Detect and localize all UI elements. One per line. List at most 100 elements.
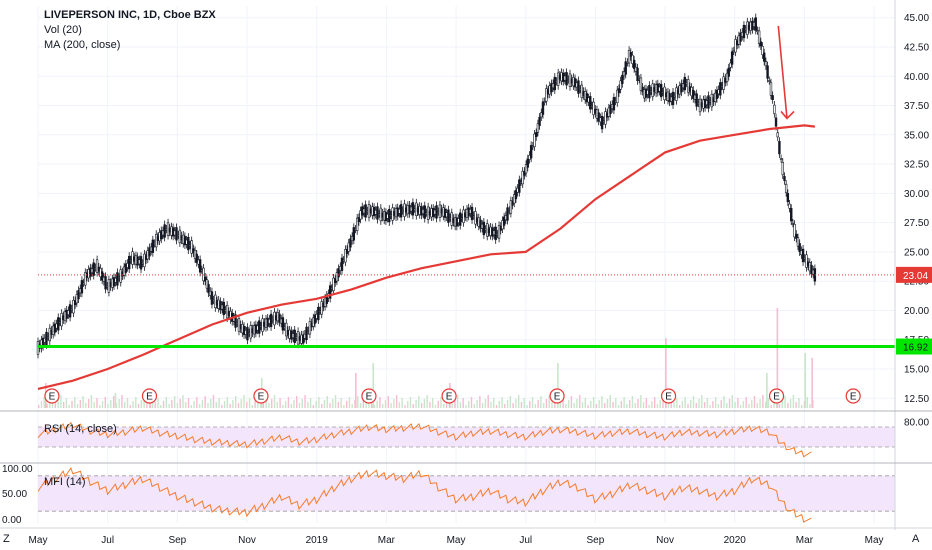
volume-bar bbox=[484, 399, 487, 408]
volume-bar bbox=[71, 401, 73, 408]
zoom-reset-button[interactable]: Z bbox=[3, 533, 10, 545]
time-tick-label: May bbox=[447, 535, 466, 546]
earnings-circle bbox=[253, 388, 269, 404]
volume-bar bbox=[76, 404, 79, 408]
candle-body bbox=[308, 321, 312, 335]
volume-bar bbox=[262, 400, 265, 408]
candle-body bbox=[285, 322, 288, 337]
earnings-icon[interactable]: E bbox=[660, 388, 677, 404]
time-tick-label: Sep bbox=[168, 535, 186, 546]
candle-body bbox=[616, 89, 619, 104]
earnings-icon[interactable]: E bbox=[441, 388, 457, 404]
earnings-icon[interactable]: E bbox=[44, 388, 60, 404]
volume-bar bbox=[259, 404, 262, 408]
volume-bar bbox=[190, 405, 193, 408]
time-axis[interactable]: May Jul Sep Nov 2019 Mar May Jul Sep Nov 2020 Mar Ma… bbox=[0, 527, 932, 546]
volume-bar bbox=[431, 398, 434, 408]
volume-bar bbox=[429, 402, 431, 408]
candle-body bbox=[459, 212, 462, 226]
volume-bar bbox=[753, 396, 756, 408]
earnings-label: E bbox=[366, 392, 373, 403]
volume-bar bbox=[118, 399, 120, 408]
mfi-pane[interactable] bbox=[37, 467, 895, 523]
volume-bar bbox=[576, 399, 578, 408]
volume-bar bbox=[445, 400, 448, 408]
volume-bar bbox=[284, 401, 287, 408]
candle-body bbox=[727, 67, 730, 77]
candle-body bbox=[722, 76, 725, 90]
volume-bar bbox=[584, 398, 586, 408]
earnings-icon[interactable]: E bbox=[253, 388, 269, 404]
candle-body bbox=[198, 259, 202, 273]
volume-bar bbox=[143, 396, 145, 408]
price-tick-label: 30.00 bbox=[904, 189, 929, 200]
earnings-icon[interactable]: E bbox=[768, 388, 785, 404]
volume-bar bbox=[54, 403, 57, 408]
volume-bar bbox=[523, 398, 525, 408]
volume-bar bbox=[60, 395, 62, 408]
volume-bar bbox=[248, 398, 251, 408]
volume-bar bbox=[293, 400, 295, 408]
candle-body bbox=[222, 301, 225, 316]
candle-body bbox=[801, 248, 805, 263]
volume-bar bbox=[653, 397, 656, 408]
earnings-icon[interactable]: E bbox=[549, 388, 565, 404]
ma-200-line bbox=[37, 124, 816, 390]
volume-bar bbox=[604, 403, 606, 408]
candle-body bbox=[506, 207, 509, 221]
candle-body bbox=[742, 24, 746, 39]
candle-body bbox=[95, 259, 99, 273]
volume-bar bbox=[185, 402, 187, 408]
volume-bar bbox=[456, 395, 459, 408]
earnings-icon[interactable]: E bbox=[141, 388, 158, 404]
volume-bar bbox=[112, 396, 115, 408]
candle-body bbox=[715, 89, 719, 100]
volume-bar bbox=[93, 402, 95, 408]
volume-bar bbox=[642, 402, 645, 408]
rsi-tick-label: 80.00 bbox=[904, 418, 929, 429]
candle-body bbox=[771, 95, 774, 100]
volume-bar bbox=[723, 396, 725, 408]
candle-body bbox=[521, 170, 524, 185]
pane-separators bbox=[0, 410, 932, 464]
annotation-arrow-head bbox=[780, 110, 795, 120]
volume-bar bbox=[443, 404, 445, 408]
auto-scale-button[interactable]: A bbox=[912, 533, 920, 545]
price-tick-label: 25.00 bbox=[904, 247, 929, 258]
annotation-arrow-shaft bbox=[777, 25, 788, 119]
volume-bar bbox=[720, 400, 722, 408]
earnings-circle bbox=[441, 388, 457, 404]
candle-body bbox=[695, 93, 698, 107]
candle-body bbox=[518, 179, 521, 193]
volume-bar bbox=[329, 403, 331, 408]
rsi-pane[interactable] bbox=[37, 421, 895, 458]
candle-body bbox=[609, 104, 612, 114]
candle-body bbox=[619, 80, 622, 90]
candle-body bbox=[621, 74, 624, 84]
earnings-icon[interactable]: E bbox=[845, 388, 861, 404]
volume-bar bbox=[387, 396, 389, 408]
volume-bar bbox=[38, 405, 40, 408]
volume-bar bbox=[340, 398, 342, 408]
candle-body bbox=[764, 61, 768, 67]
earnings-label: E bbox=[146, 392, 153, 403]
candle-body bbox=[761, 45, 764, 56]
price-axis[interactable]: 45.00 42.50 40.00 37.50 35.00 32.50 30.00 27.50… bbox=[2, 0, 932, 530]
volume-bar bbox=[434, 405, 437, 408]
earnings-icon[interactable]: E bbox=[361, 388, 377, 404]
candle-body bbox=[104, 276, 107, 290]
volume-bar bbox=[498, 401, 500, 408]
earnings-label: E bbox=[665, 392, 672, 403]
candle-body bbox=[352, 227, 356, 241]
volume-bar bbox=[401, 398, 403, 408]
price-plot[interactable] bbox=[36, 13, 895, 390]
volume-bar bbox=[529, 401, 531, 408]
candle-body bbox=[629, 52, 632, 57]
volume-bar bbox=[703, 402, 706, 408]
volume-bar bbox=[104, 397, 106, 408]
volume-bar bbox=[495, 405, 498, 408]
candle-body bbox=[776, 132, 779, 138]
volume-bar bbox=[795, 402, 797, 408]
